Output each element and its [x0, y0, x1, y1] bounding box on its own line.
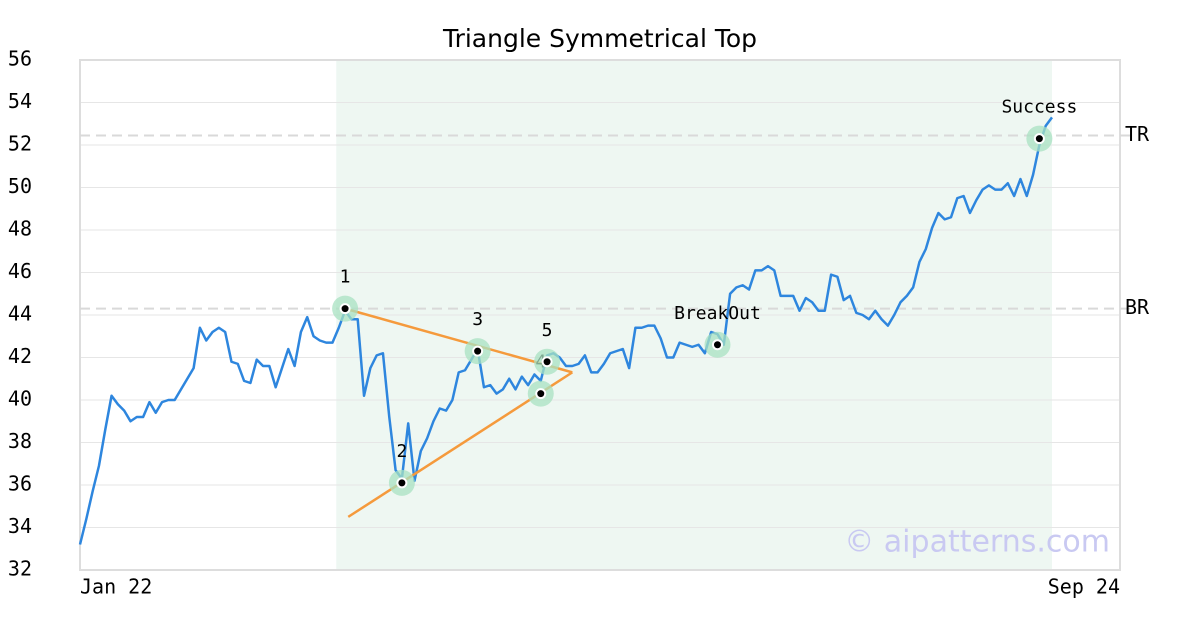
y-tick-label: 38 [8, 429, 32, 453]
plot-border [79, 59, 1121, 571]
point-label: Success [1001, 97, 1077, 118]
x-tick-label: Jan 22 [80, 575, 152, 599]
level-label: BR [1125, 295, 1150, 319]
y-tick-label: 32 [8, 557, 32, 581]
point-dot [1033, 133, 1045, 145]
y-tick-label: 46 [8, 259, 32, 283]
point-label: 3 [472, 309, 483, 330]
y-tick-label: 48 [8, 217, 32, 241]
chart-title: Triangle Symmetrical Top [442, 24, 757, 53]
level-label: TR [1125, 122, 1150, 146]
point-dot [711, 339, 723, 351]
y-tick-label: 42 [8, 344, 32, 368]
y-tick-label: 36 [8, 472, 32, 496]
y-tick-label: 50 [8, 174, 32, 198]
point-dot [339, 303, 351, 315]
point-label: 5 [542, 320, 553, 341]
y-tick-label: 52 [8, 132, 32, 156]
point-label: BreakOut [674, 303, 761, 324]
y-tick-label: 54 [8, 89, 32, 113]
point-dot [535, 388, 547, 400]
point-dot [472, 345, 484, 357]
x-tick-label: Sep 24 [1048, 575, 1120, 599]
y-tick-label: 34 [8, 514, 32, 538]
watermark: © aipatterns.com [844, 525, 1110, 560]
point-label: 2 [396, 441, 407, 462]
point-label: 1 [340, 267, 351, 288]
point-dot [541, 356, 553, 368]
y-tick-label: 44 [8, 302, 32, 326]
y-tick-label: 40 [8, 387, 32, 411]
price-line [78, 116, 1054, 545]
y-tick-label: 56 [8, 47, 32, 71]
point-dot [396, 477, 408, 489]
